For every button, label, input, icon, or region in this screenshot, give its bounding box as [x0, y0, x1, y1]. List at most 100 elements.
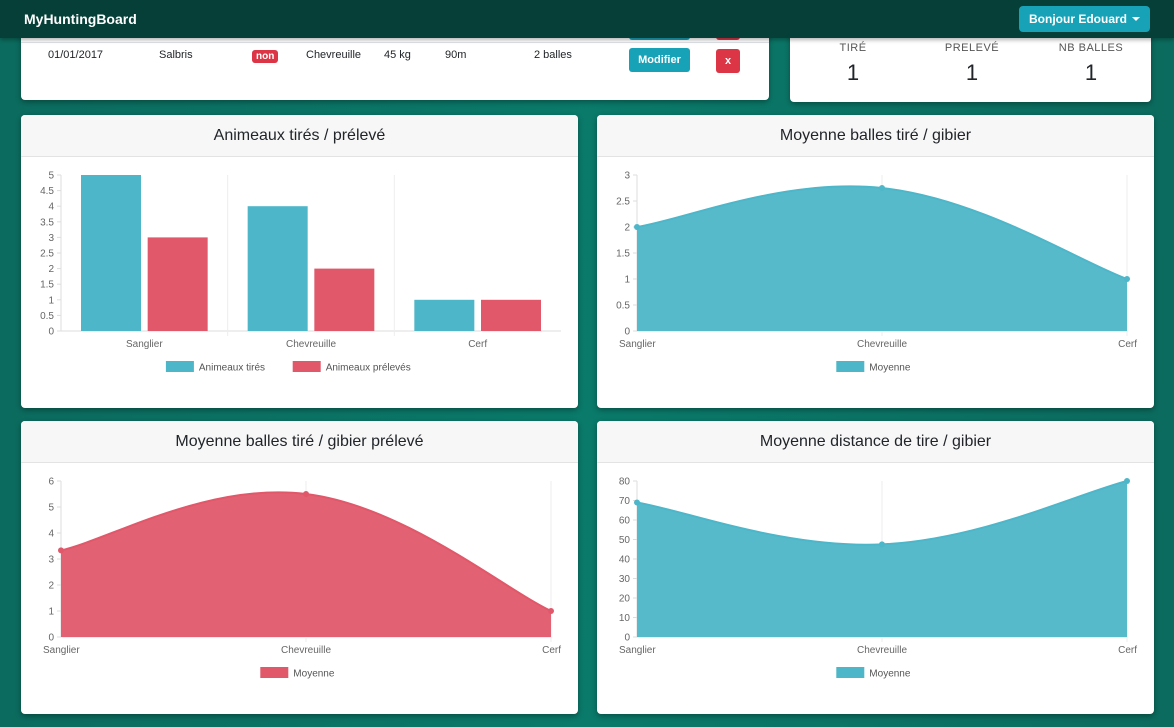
- user-menu-button[interactable]: Bonjour Edouard: [1019, 6, 1150, 32]
- data-point: [634, 224, 640, 230]
- data-point: [879, 185, 885, 191]
- stat-value: 1: [1084, 60, 1098, 85]
- y-tick-label: 2: [48, 581, 54, 592]
- data-point: [634, 499, 640, 506]
- y-tick-label: 5: [48, 171, 54, 182]
- legend-swatch: [836, 361, 865, 372]
- x-tick-label: Chevreuille: [281, 645, 331, 656]
- y-tick-label: 0.5: [616, 301, 630, 312]
- legend-label: Animeaux prélevés: [326, 363, 411, 374]
- area-chart-avg-bullets-harvested: 0 1 2 3 4 5 6 Sanglier Chevreuille Cerf Moyenne: [43, 477, 561, 680]
- legend-label: Animeaux tirés: [199, 363, 265, 374]
- chart-card-avg-distance: Moyenne distance de tire / gibier 0 10 20 3…: [597, 421, 1154, 714]
- legend-swatch: [836, 667, 865, 678]
- y-tick-label: 6: [48, 477, 54, 488]
- cell-distance: 90m: [445, 49, 467, 61]
- y-tick-label: 3: [48, 555, 54, 566]
- chart-title: Moyenne balles tiré / gibier: [597, 115, 1154, 157]
- stat-harvested: PRELEVÉ 1: [922, 42, 1022, 86]
- y-tick-label: 80: [619, 477, 631, 488]
- x-tick-label: Cerf: [1118, 339, 1137, 350]
- y-tick-label: 4: [48, 529, 54, 540]
- series-area: [61, 492, 551, 637]
- cell-date: 01/01/2017: [48, 49, 104, 61]
- legend-label: Moyenne: [869, 363, 911, 374]
- x-tick-label: Cerf: [1118, 645, 1137, 656]
- x-tick-label: Cerf: [542, 645, 561, 656]
- bar: [314, 268, 375, 331]
- chart-card-avg-bullets-harvested: Moyenne balles tiré / gibier prélevé 0 1 2…: [21, 421, 578, 714]
- legend-swatch: [260, 667, 289, 678]
- y-tick-label: 0: [48, 327, 54, 338]
- stat-label: TIRÉ: [839, 42, 867, 54]
- bar: [81, 175, 141, 331]
- y-tick-label: 1: [48, 295, 54, 306]
- chart-card-shot-harvested: Animeaux tirés / prélevé 0 0.5 1 1.5 2 2.5 3 3.…: [21, 115, 578, 408]
- y-tick-label: 0.5: [40, 311, 54, 322]
- cell-weight: 45 kg: [384, 49, 411, 61]
- area-chart-avg-bullets: 0 0.5 1 1.5 2 2.5 3 Sanglier Chevreuille Cerf Moye…: [616, 171, 1137, 374]
- previous-row-edit-button[interactable]: [629, 36, 690, 40]
- stat-label: NB BALLES: [1058, 42, 1124, 54]
- data-point: [303, 491, 309, 497]
- bar-chart-shot-harvested: 0 0.5 1 1.5 2 2.5 3 3.5 4 4.5 5 Sanglier Chevreuille…: [40, 171, 561, 374]
- bar: [147, 237, 208, 331]
- y-tick-label: 60: [619, 516, 631, 527]
- y-tick-label: 3: [624, 171, 630, 182]
- y-tick-label: 4: [48, 202, 54, 213]
- y-tick-label: 2: [48, 264, 54, 275]
- y-tick-label: 1.5: [616, 249, 630, 260]
- table-row: 01/01/2017 Salbris non Chevreuille 45 kg…: [21, 42, 769, 82]
- y-tick-label: 3.5: [40, 217, 54, 228]
- y-tick-label: 50: [619, 535, 631, 546]
- bar: [247, 206, 308, 331]
- series-area: [637, 481, 1127, 637]
- edit-button[interactable]: Modifier: [629, 48, 690, 72]
- y-tick-label: 1: [624, 275, 630, 286]
- stat-value: 1: [965, 60, 979, 85]
- y-tick-label: 2: [624, 223, 630, 234]
- y-tick-label: 1.5: [40, 280, 54, 291]
- x-tick-label: Chevreuille: [286, 339, 336, 350]
- delete-button[interactable]: x: [716, 49, 740, 73]
- legend-label: Moyenne: [293, 669, 335, 680]
- data-point: [58, 547, 64, 554]
- series-area: [637, 186, 1127, 331]
- caret-down-icon: [1132, 17, 1140, 21]
- area-chart-avg-distance: 0 10 20 30 40 50 60 70 80 Sanglier Chevreuille Cerf…: [619, 477, 1137, 680]
- data-point: [879, 541, 885, 548]
- y-tick-label: 30: [619, 574, 631, 585]
- data-point: [1124, 276, 1130, 282]
- data-point: [1124, 478, 1130, 484]
- chart-title: Moyenne balles tiré / gibier prélevé: [21, 421, 578, 463]
- x-tick-label: Cerf: [468, 339, 487, 350]
- cell-bullets: 2 balles: [534, 49, 572, 61]
- y-tick-label: 1: [48, 607, 54, 618]
- previous-row-delete-button[interactable]: [716, 36, 740, 40]
- x-tick-label: Sanglier: [43, 645, 80, 656]
- x-tick-label: Sanglier: [126, 339, 163, 350]
- x-tick-label: Chevreuille: [857, 645, 907, 656]
- x-tick-label: Sanglier: [619, 645, 656, 656]
- legend-swatch: [165, 361, 194, 372]
- bar: [414, 299, 475, 331]
- bar: [481, 299, 541, 331]
- x-tick-label: Chevreuille: [857, 339, 907, 350]
- y-tick-label: 10: [619, 613, 631, 624]
- stat-value: 1: [846, 60, 860, 85]
- y-tick-label: 20: [619, 594, 631, 605]
- y-tick-label: 0: [48, 633, 54, 644]
- cell-location: Salbris: [159, 49, 193, 61]
- y-tick-label: 70: [619, 496, 631, 507]
- x-tick-label: Sanglier: [619, 339, 656, 350]
- chart-title: Moyenne distance de tire / gibier: [597, 421, 1154, 463]
- stat-shot: TIRÉ 1: [803, 42, 903, 86]
- y-tick-label: 5: [48, 503, 54, 514]
- legend-label: Moyenne: [869, 669, 911, 680]
- y-tick-label: 2.5: [616, 197, 630, 208]
- top-navbar: MyHuntingBoard Bonjour Edouard: [0, 0, 1174, 38]
- brand-logo[interactable]: MyHuntingBoard: [24, 11, 137, 27]
- chart-card-avg-bullets: Moyenne balles tiré / gibier 0 0.5 1 1.5 2 2.…: [597, 115, 1154, 408]
- status-badge: non: [252, 50, 279, 63]
- y-tick-label: 4.5: [40, 186, 54, 197]
